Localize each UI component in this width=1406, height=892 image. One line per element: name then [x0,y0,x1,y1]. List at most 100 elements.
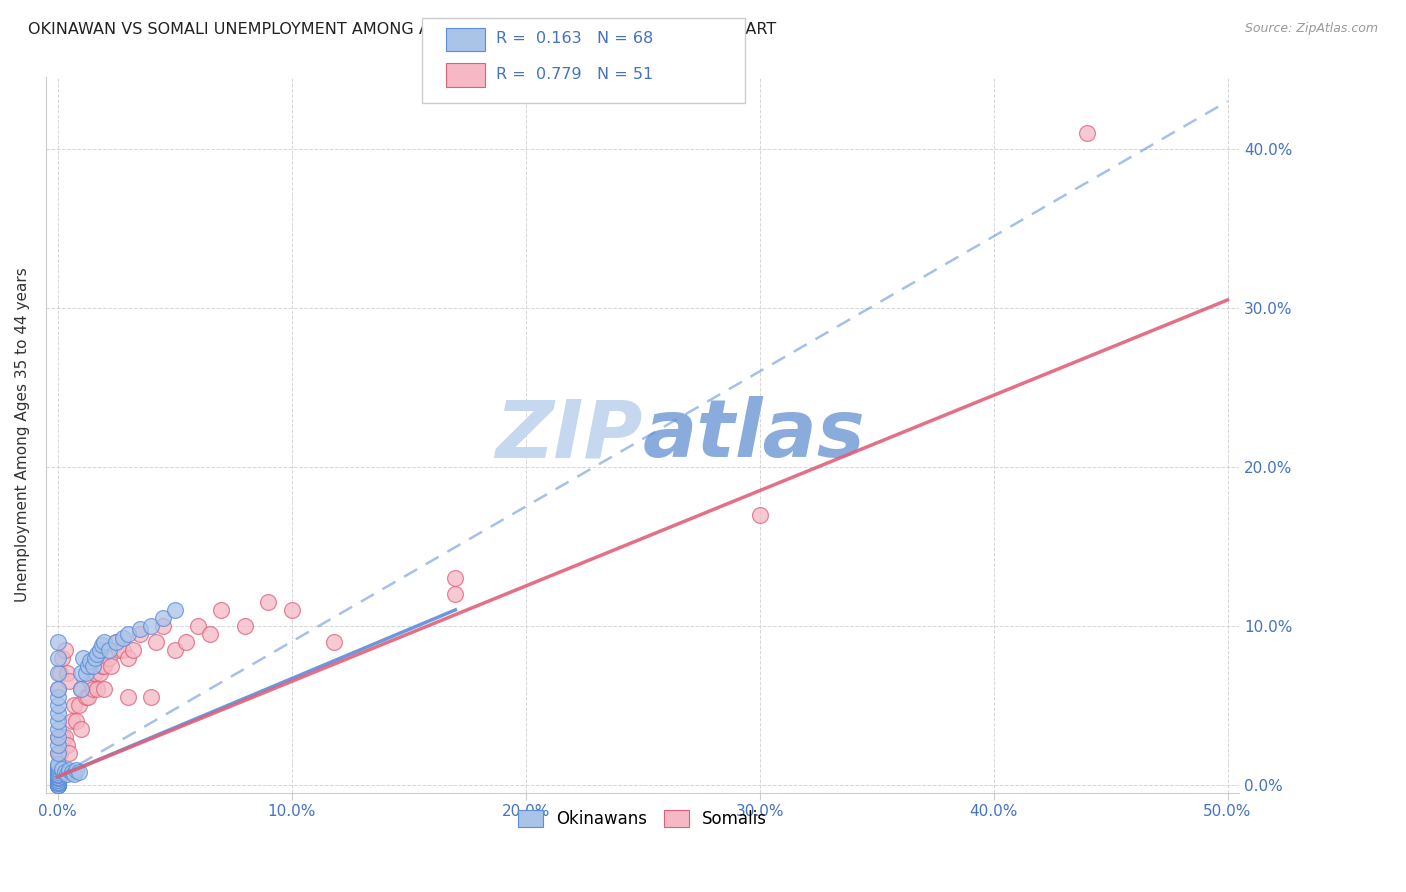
Point [77,658,100,673]
Point [65,714,87,728]
Point [46,776,69,790]
Point [98,642,121,657]
Point [152,611,174,625]
Point [163,642,186,657]
Point [198,626,221,640]
Point [49,746,72,760]
Point [280,603,302,617]
Point [65,764,87,778]
Point [105,634,128,648]
Point [77,690,100,705]
Point [79,654,101,668]
Point [46,746,69,760]
Point [187,619,209,633]
Point [51,650,73,665]
Point [46,778,69,792]
Point [63,698,86,713]
Point [46,772,69,787]
Point [86,648,108,662]
Point [53,764,76,779]
Point [46,772,69,787]
Point [46,698,69,713]
Point [72,650,94,665]
Point [112,632,135,646]
Point [163,603,186,617]
Point [46,774,69,789]
Legend: Okinawans, Somalis: Okinawans, Somalis [512,803,773,834]
Point [46,774,69,789]
Point [145,634,167,648]
Point [46,746,69,760]
Point [112,642,135,657]
Point [46,722,69,736]
Point [46,772,69,786]
Point [53,730,76,744]
Point [46,666,69,681]
Point [211,603,233,617]
Point [89,642,111,657]
Point [46,778,69,792]
Point [56,666,79,681]
Point [117,626,139,640]
Point [56,766,79,780]
Point [70,666,93,681]
Point [51,762,73,776]
Point [152,619,174,633]
Point [46,682,69,697]
Point [46,634,69,648]
Point [98,650,121,665]
Point [46,730,69,744]
Point [46,730,69,744]
Point [46,764,69,778]
Point [46,682,69,697]
Text: ZIP: ZIP [495,396,643,474]
Point [70,722,93,736]
Point [58,746,80,760]
Point [117,650,139,665]
Point [82,682,104,697]
Point [121,642,143,657]
Point [46,778,69,792]
Point [46,650,69,665]
Point [46,768,69,782]
Point [82,658,104,673]
Point [46,778,69,792]
Point [60,764,83,779]
Point [91,638,114,652]
Point [46,778,69,792]
Text: R =  0.163   N = 68: R = 0.163 N = 68 [496,31,654,45]
Point [46,770,69,784]
Point [128,626,150,640]
Point [53,642,76,657]
Point [46,760,69,774]
Point [46,776,69,790]
Point [58,674,80,689]
Point [93,634,115,648]
Point [46,774,69,789]
Point [128,622,150,636]
Point [91,658,114,673]
Point [46,766,69,780]
Point [46,706,69,721]
Point [748,508,770,522]
Point [46,714,69,728]
Point [46,772,69,786]
Point [46,776,69,790]
Point [46,768,69,782]
Point [67,698,90,713]
Point [84,666,107,681]
Point [75,690,97,705]
Text: Source: ZipAtlas.com: Source: ZipAtlas.com [1244,22,1378,36]
Text: OKINAWAN VS SOMALI UNEMPLOYMENT AMONG AGES 35 TO 44 YEARS CORRELATION CHART: OKINAWAN VS SOMALI UNEMPLOYMENT AMONG AG… [28,22,776,37]
Point [46,766,69,780]
Point [46,764,69,779]
Point [58,764,80,778]
Point [444,571,467,585]
Point [322,634,344,648]
Point [176,634,198,648]
Point [75,666,97,681]
Point [49,666,72,681]
Point [84,650,107,665]
Point [105,634,128,648]
Text: atlas: atlas [643,396,865,474]
